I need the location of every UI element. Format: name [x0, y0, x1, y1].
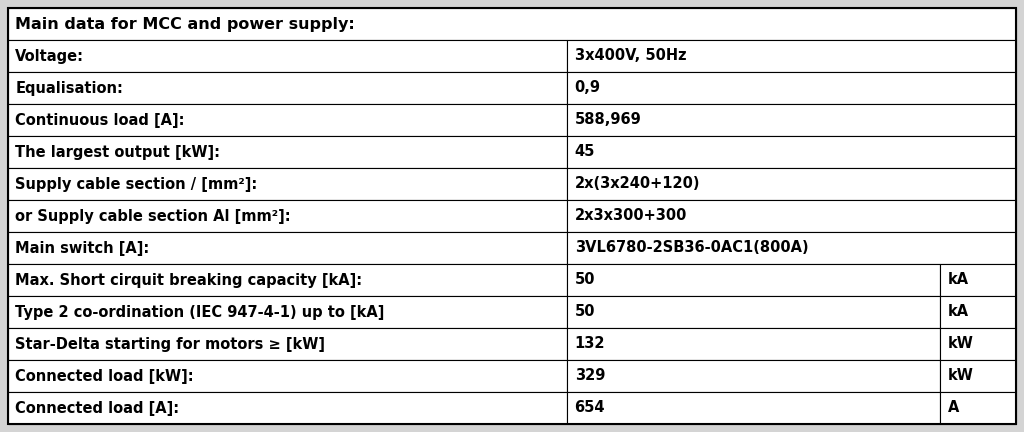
Text: 3VL6780-2SB36-0AC1(800A): 3VL6780-2SB36-0AC1(800A): [574, 241, 808, 255]
Text: kA: kA: [947, 273, 969, 288]
Bar: [567, 40, 1016, 72]
Bar: [8, 328, 567, 360]
Bar: [567, 168, 1016, 200]
Bar: [567, 360, 940, 392]
Bar: [567, 392, 940, 424]
Text: 2x(3x240+120): 2x(3x240+120): [574, 177, 700, 191]
Text: kW: kW: [947, 337, 974, 352]
Text: Connected load [kW]:: Connected load [kW]:: [15, 368, 194, 384]
Text: Connected load [A]:: Connected load [A]:: [15, 400, 179, 416]
Text: Supply cable section / [mm²]:: Supply cable section / [mm²]:: [15, 177, 257, 191]
Text: 132: 132: [574, 337, 605, 352]
Text: Main data for MCC and power supply:: Main data for MCC and power supply:: [15, 16, 355, 32]
Text: The largest output [kW]:: The largest output [kW]:: [15, 144, 220, 159]
Text: 50: 50: [574, 273, 595, 288]
Text: Star-Delta starting for motors ≥ [kW]: Star-Delta starting for motors ≥ [kW]: [15, 337, 326, 352]
Text: 3x400V, 50Hz: 3x400V, 50Hz: [574, 48, 686, 64]
Bar: [567, 104, 1016, 136]
Text: Continuous load [A]:: Continuous load [A]:: [15, 112, 184, 127]
Text: Equalisation:: Equalisation:: [15, 80, 123, 95]
Text: kA: kA: [947, 305, 969, 320]
Bar: [8, 360, 567, 392]
Bar: [940, 360, 1016, 392]
Bar: [8, 168, 567, 200]
Bar: [567, 264, 940, 296]
Bar: [567, 296, 940, 328]
Bar: [8, 200, 567, 232]
Text: A: A: [947, 400, 958, 416]
Bar: [8, 136, 567, 168]
Text: kW: kW: [947, 368, 974, 384]
Bar: [8, 8, 1016, 40]
Text: 329: 329: [574, 368, 605, 384]
Bar: [940, 392, 1016, 424]
Text: 0,9: 0,9: [574, 80, 601, 95]
Text: or Supply cable section Al [mm²]:: or Supply cable section Al [mm²]:: [15, 209, 291, 223]
Bar: [8, 264, 567, 296]
Bar: [567, 328, 940, 360]
Text: 45: 45: [574, 144, 595, 159]
Text: 588,969: 588,969: [574, 112, 641, 127]
Bar: [567, 232, 1016, 264]
Bar: [8, 72, 567, 104]
Text: Main switch [A]:: Main switch [A]:: [15, 241, 150, 255]
Bar: [940, 328, 1016, 360]
Bar: [8, 104, 567, 136]
Bar: [940, 264, 1016, 296]
Text: Type 2 co-ordination (IEC 947-4-1) up to [kA]: Type 2 co-ordination (IEC 947-4-1) up to…: [15, 305, 385, 320]
Bar: [567, 200, 1016, 232]
Bar: [8, 232, 567, 264]
Text: Max. Short cirquit breaking capacity [kA]:: Max. Short cirquit breaking capacity [kA…: [15, 273, 362, 288]
Text: Voltage:: Voltage:: [15, 48, 84, 64]
Text: 50: 50: [574, 305, 595, 320]
Bar: [8, 40, 567, 72]
Bar: [8, 392, 567, 424]
Bar: [8, 296, 567, 328]
Bar: [567, 72, 1016, 104]
Bar: [940, 296, 1016, 328]
Bar: [567, 136, 1016, 168]
Text: 2x3x300+300: 2x3x300+300: [574, 209, 687, 223]
Text: 654: 654: [574, 400, 605, 416]
